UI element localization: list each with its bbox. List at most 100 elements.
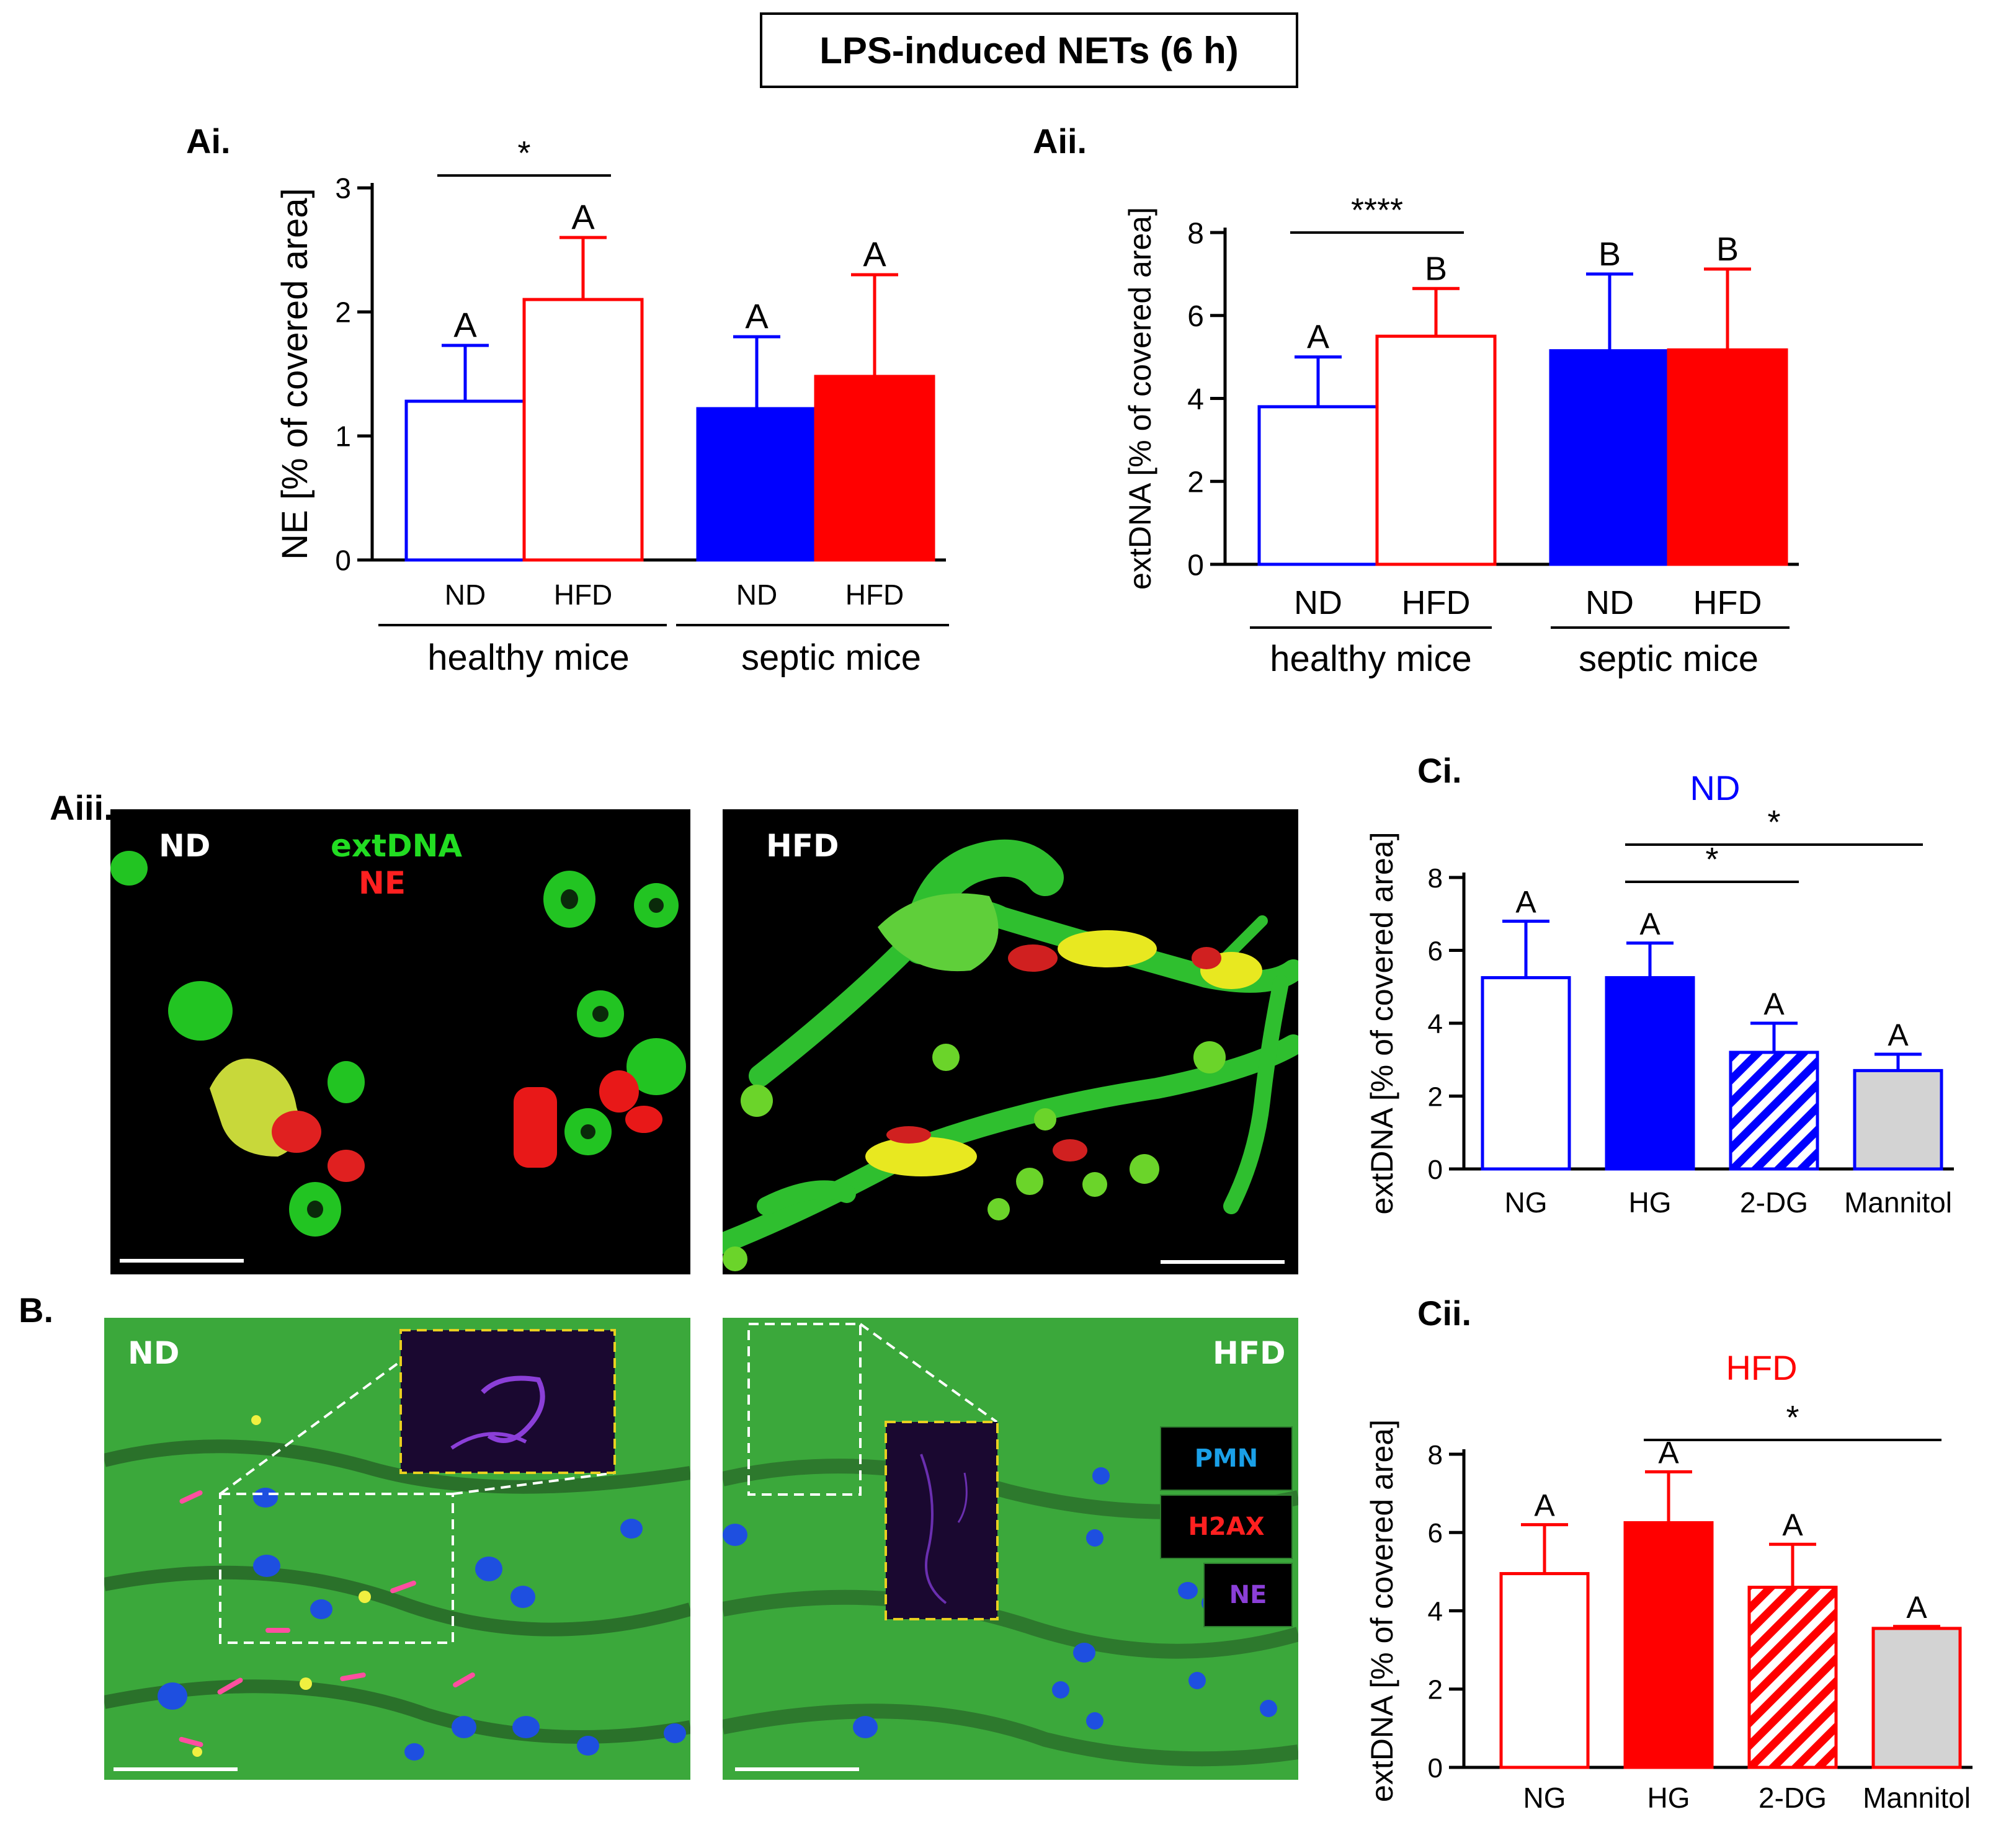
ai-bar	[404, 399, 526, 562]
cii-significance-label: *	[1786, 1399, 1799, 1436]
panel-label-aii: Aii.	[1033, 122, 1087, 161]
ai-bar	[696, 407, 818, 562]
ci-y-tick-label: 2	[1428, 1082, 1443, 1112]
cii-y-tick-label: 4	[1428, 1596, 1443, 1627]
panel-label-b: B.	[19, 1290, 53, 1330]
cii-category-label: Mannitol	[1863, 1782, 1971, 1814]
cii-y-tick-label: 0	[1428, 1753, 1443, 1784]
cii-y-tick-label: 2	[1428, 1675, 1443, 1705]
b-hfd-label: HFD	[1213, 1335, 1286, 1371]
cii-y-tick-label: 6	[1428, 1518, 1443, 1548]
b-legend-h2ax: H2AX	[1160, 1495, 1293, 1559]
ci-bar-letter: A	[1888, 1018, 1909, 1052]
ci-bar	[1729, 1051, 1819, 1171]
aii-bar-letter: B	[1716, 231, 1739, 268]
aii-category-label: HFD	[1693, 584, 1762, 621]
cii-y-axis-label: extDNA [% of covered area]	[1365, 1419, 1399, 1802]
aii-y-tick-label: 6	[1187, 300, 1204, 333]
cii-chart-title: HFD	[1726, 1348, 1797, 1387]
ci-bar-letter: A	[1763, 987, 1785, 1021]
aiii-nd-scale-bar	[120, 1259, 244, 1263]
aii-y-tick-label: 8	[1187, 217, 1204, 250]
ai-y-axis-label: NE [% of covered area]	[275, 188, 315, 560]
ai-y-tick-label: 2	[335, 296, 351, 329]
b-legend-ne: NE	[1203, 1563, 1293, 1627]
ci-chart-title: ND	[1690, 768, 1741, 807]
aii-bar-letter: B	[1598, 236, 1621, 273]
panel-label-ai: Ai.	[186, 122, 231, 161]
aii-category-label: HFD	[1402, 584, 1471, 621]
ai-category-label: ND	[736, 579, 777, 611]
ci-bar-letter: A	[1515, 885, 1536, 920]
ai-bar-letter: A	[453, 305, 477, 344]
ci-y-tick-label: 8	[1428, 863, 1443, 894]
b-nd-micrograph: ND	[104, 1318, 690, 1780]
aiii-nd-label: ND	[159, 828, 211, 864]
ai-y-tick-label: 0	[335, 544, 351, 577]
ci-significance-label: *	[1767, 804, 1780, 841]
aii-y-axis-label: extDNA [% of covered area]	[1123, 207, 1157, 590]
cii-bar-letter: A	[1534, 1488, 1555, 1523]
cii-category-label: 2-DG	[1759, 1782, 1827, 1814]
aii-y-tick-label: 4	[1187, 383, 1204, 416]
ai-category-label: HFD	[554, 579, 613, 611]
figure-title-text: LPS-induced NETs (6 h)	[819, 29, 1239, 71]
ci-bar	[1605, 976, 1695, 1171]
ci-significance-label: *	[1705, 841, 1718, 878]
ci-y-tick-label: 6	[1428, 936, 1443, 966]
aii-bar-letter: B	[1425, 250, 1447, 287]
aiii-legend-extdna: extDNA	[331, 828, 463, 864]
aii-group-label: septic mice	[1579, 639, 1759, 679]
panel-label-aiii: Aiii.	[50, 788, 114, 827]
figure-title: LPS-induced NETs (6 h)	[760, 12, 1298, 88]
ai-bar	[814, 375, 935, 562]
ai-bar-letter: A	[571, 197, 595, 236]
aii-bar-letter: A	[1307, 319, 1329, 356]
aii-y-tick-label: 0	[1187, 549, 1204, 582]
ci-category-label: HG	[1629, 1186, 1672, 1219]
ci-bar	[1853, 1068, 1943, 1171]
ci-y-tick-label: 4	[1428, 1009, 1443, 1039]
b-nd-scale-bar	[114, 1767, 238, 1771]
aiii-hfd-label: HFD	[766, 828, 839, 864]
aii-category-label: ND	[1294, 584, 1342, 621]
cii-bar-letter: A	[1906, 1590, 1927, 1625]
ci-bar	[1481, 976, 1571, 1171]
b-legend-pmn: PMN	[1160, 1426, 1293, 1491]
aiii-hfd-scale-bar	[1161, 1260, 1285, 1264]
b-hfd-micrograph: HFD PMN H2AX NE	[723, 1318, 1298, 1780]
panel-label-ci: Ci.	[1417, 751, 1462, 790]
aiii-legend-ne: NE	[359, 865, 406, 901]
aii-bar	[1549, 349, 1670, 566]
aii-bar	[1375, 334, 1497, 566]
b-legend-pmn-text: PMN	[1194, 1444, 1259, 1473]
ai-category-label: HFD	[845, 579, 904, 611]
b-legend-h2ax-text: H2AX	[1188, 1513, 1265, 1541]
ai-group-label: healthy mice	[427, 637, 630, 678]
aii-bar	[1667, 348, 1788, 566]
b-hfd-scale-bar	[735, 1767, 859, 1771]
ai-bar	[522, 298, 644, 562]
b-legend-ne-text: NE	[1229, 1581, 1267, 1609]
aii-category-label: ND	[1585, 584, 1634, 621]
ai-category-label: ND	[445, 579, 486, 611]
aiii-hfd-micrograph: HFD	[723, 809, 1298, 1274]
ai-group-label: septic mice	[741, 637, 921, 678]
aii-significance-label: ****	[1351, 192, 1403, 229]
ai-significance-label: *	[517, 135, 530, 172]
aiii-nd-micrograph: ND extDNA NE	[110, 809, 690, 1274]
cii-bar-letter: A	[1782, 1508, 1803, 1542]
cii-bar	[1499, 1572, 1590, 1769]
ai-bar-letter: A	[745, 296, 769, 335]
aii-y-tick-label: 2	[1187, 466, 1204, 499]
panel-label-cii: Cii.	[1417, 1294, 1472, 1333]
ci-category-label: 2-DG	[1740, 1186, 1808, 1219]
cii-y-tick-label: 8	[1428, 1440, 1443, 1470]
aii-bar	[1257, 405, 1379, 566]
aii-group-label: healthy mice	[1270, 639, 1472, 679]
ci-y-tick-label: 0	[1428, 1155, 1443, 1185]
ci-bar-letter: A	[1639, 907, 1661, 941]
cii-bar	[1747, 1586, 1838, 1769]
ai-y-tick-label: 1	[335, 420, 351, 453]
